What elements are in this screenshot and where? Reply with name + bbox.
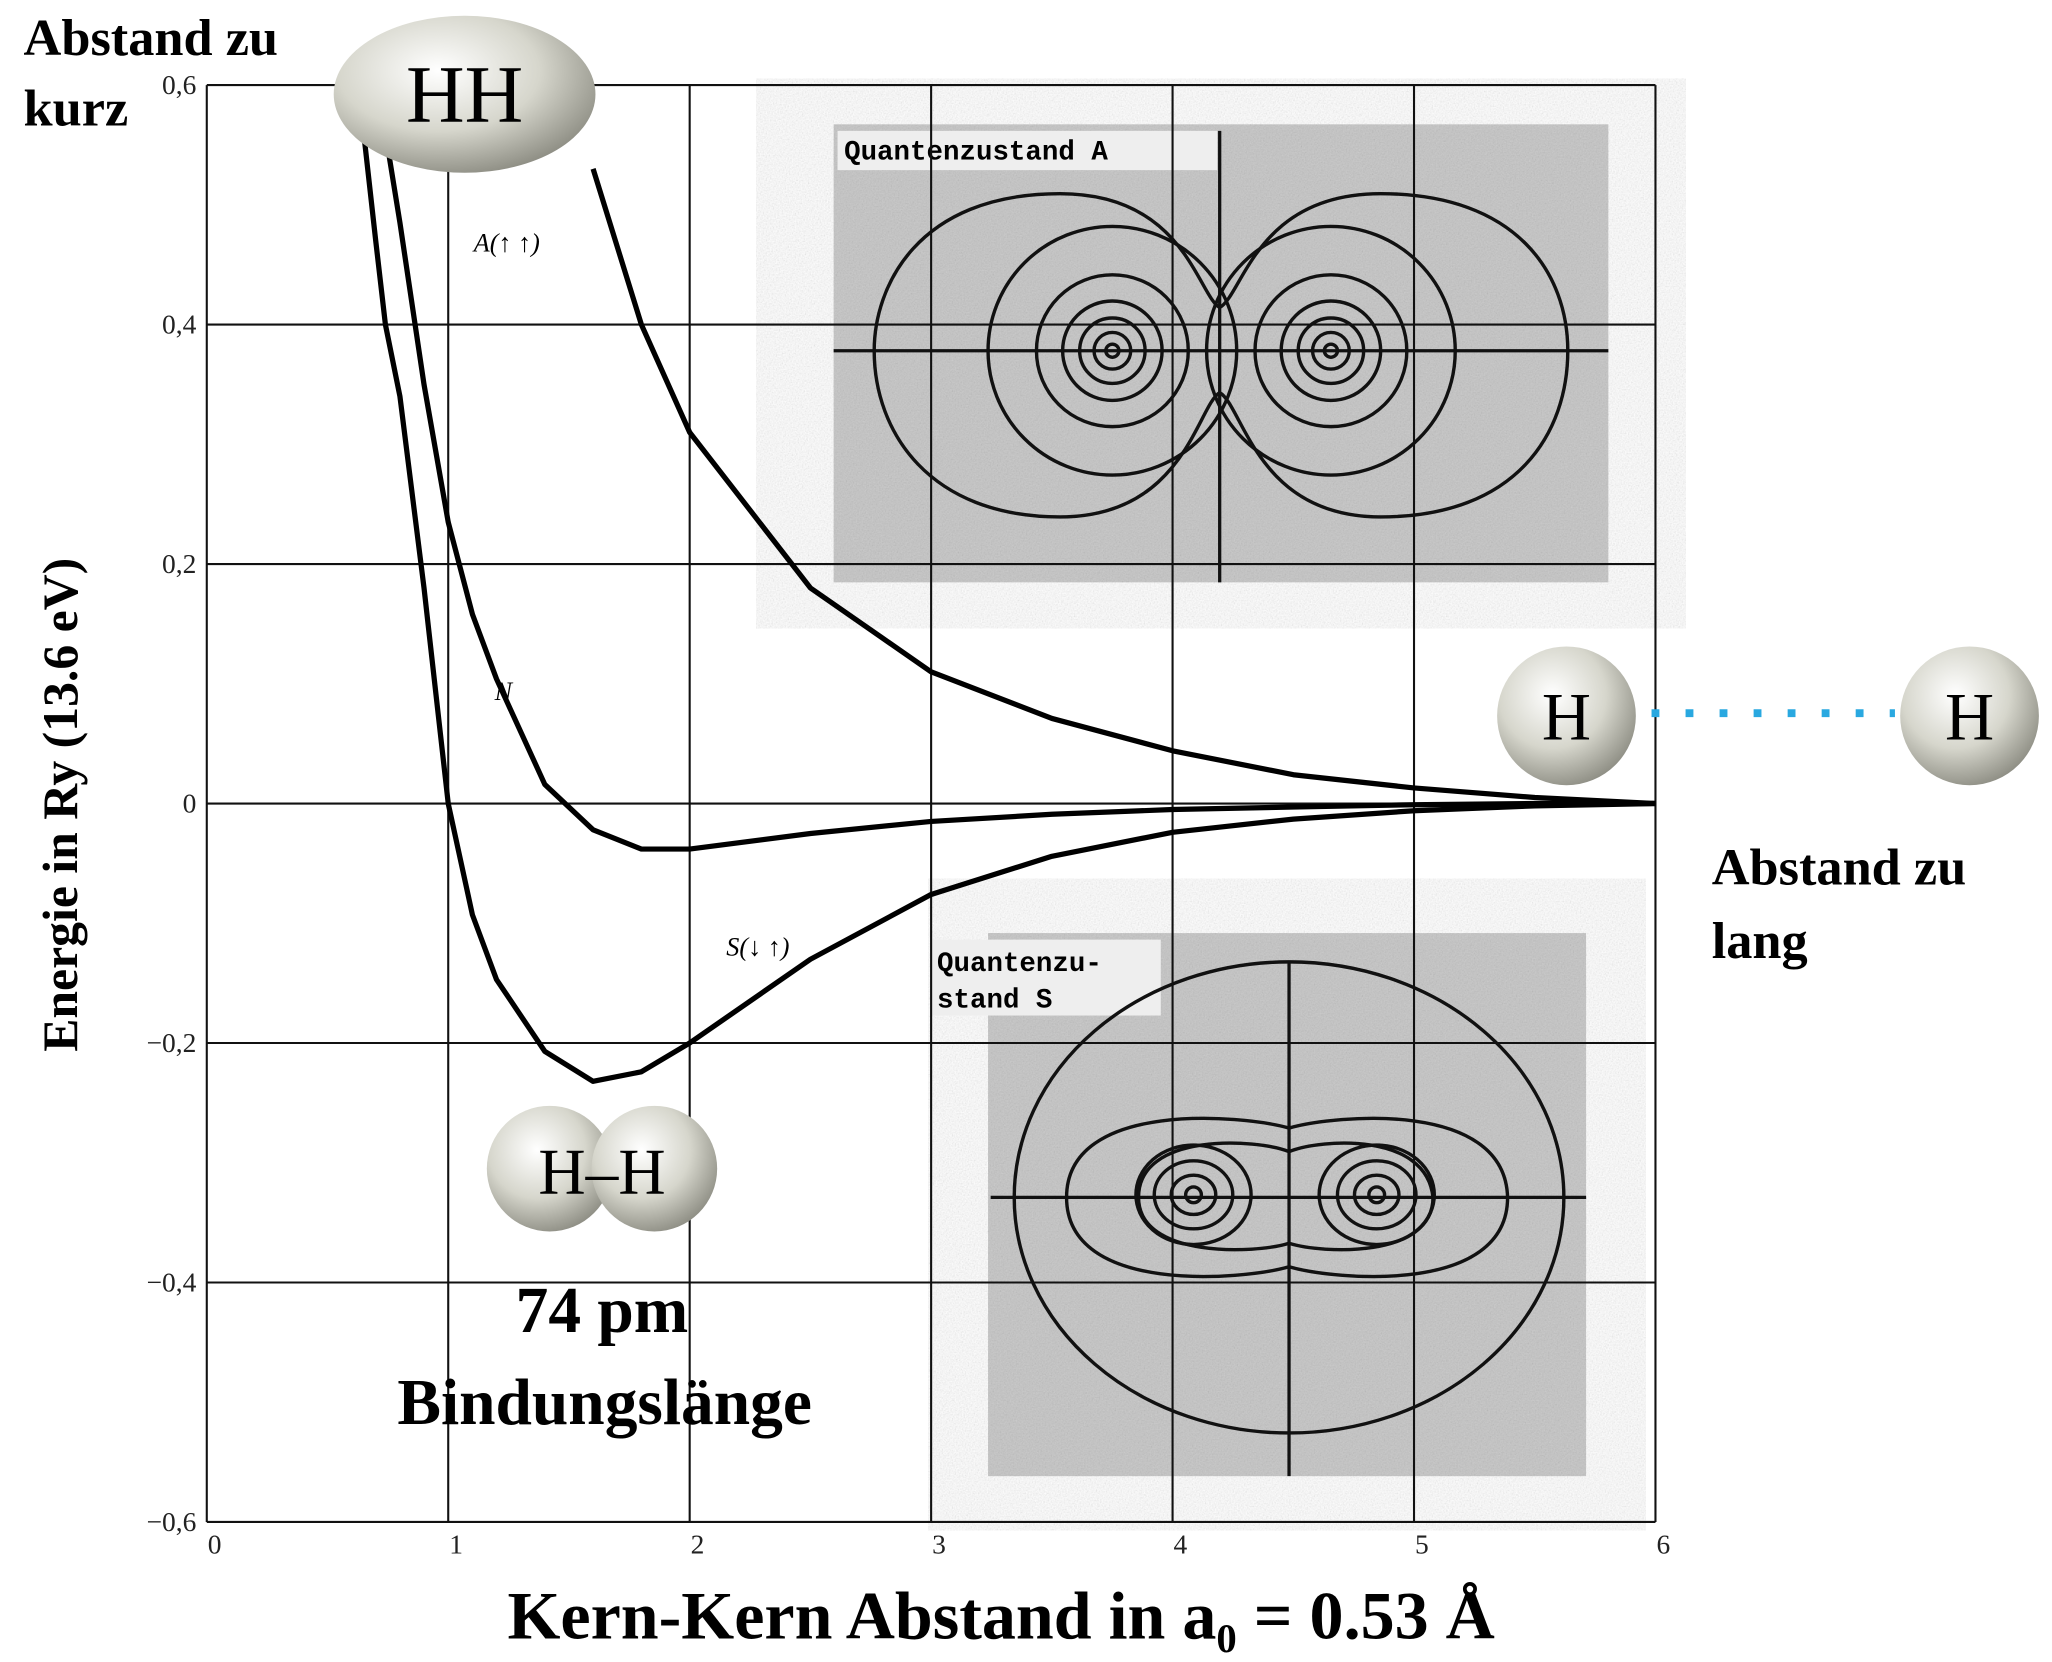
series-label: A(↑ ↑) (472, 228, 540, 257)
x-tick-label: 1 (449, 1529, 463, 1559)
y-tick-label: 0,6 (162, 70, 196, 100)
inset-a-title: Quantenzustand A (844, 138, 1108, 169)
x-tick-label: 3 (932, 1529, 946, 1559)
series-label: N (494, 677, 514, 706)
molecule-label: H–H (538, 1136, 665, 1208)
chart: Quantenzustand A Quantenzu- stand S −0,6… (0, 0, 2052, 1662)
y-tick-label: 0,4 (162, 310, 197, 340)
x-axis-title: Kern-Kern Abstand in a₀ = 0.53 Å (507, 1577, 1494, 1653)
insets: Quantenzustand A Quantenzu- stand S (834, 124, 1609, 1476)
annotation: kurz (24, 80, 129, 138)
annotation: Abstand zu (1712, 839, 1966, 897)
x-tick-label: 4 (1174, 1529, 1188, 1559)
y-tick-label: −0,2 (146, 1028, 196, 1058)
y-tick-label: −0,6 (146, 1507, 196, 1537)
atom-label: H (1542, 678, 1591, 754)
annotation: 74 pm (516, 1275, 689, 1347)
annotation: Abstand zu (24, 9, 278, 67)
series-label: S(↓ ↑) (726, 932, 789, 961)
inset-s-title: stand S (937, 986, 1052, 1017)
y-axis-title: Energie in Ry (13.6 eV) (33, 558, 88, 1052)
y-tick-label: −0,4 (146, 1268, 196, 1298)
molecule-label: HH (406, 50, 523, 140)
y-tick-label: 0 (183, 789, 197, 819)
x-tick-label: 5 (1415, 1529, 1429, 1559)
y-tick-label: 0,2 (162, 549, 196, 579)
x-tick-label: 0 (208, 1529, 222, 1559)
annotation: lang (1712, 912, 1808, 970)
atom-label: H (1945, 678, 1994, 754)
annotation: Bindungslänge (397, 1367, 812, 1439)
x-tick-label: 6 (1656, 1529, 1670, 1559)
inset-s-title: Quantenzu- (937, 949, 1102, 980)
x-tick-label: 2 (691, 1529, 705, 1559)
